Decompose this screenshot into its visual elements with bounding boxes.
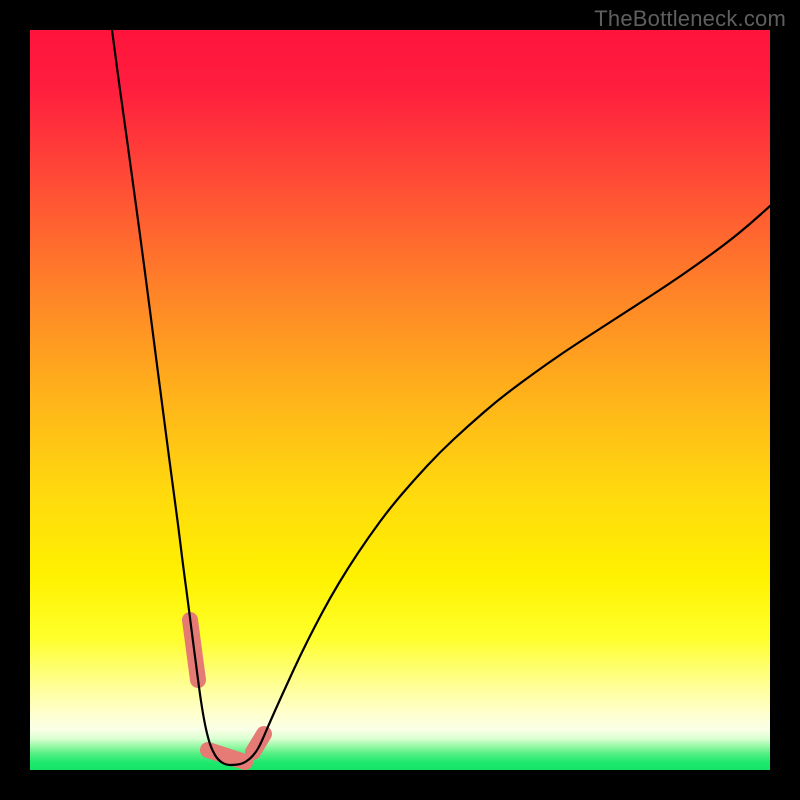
gradient-background [30, 30, 770, 770]
watermark-text: TheBottleneck.com [594, 6, 786, 32]
bottleneck-chart [30, 30, 770, 770]
chart-frame: TheBottleneck.com [0, 0, 800, 800]
plot-area [30, 30, 770, 770]
